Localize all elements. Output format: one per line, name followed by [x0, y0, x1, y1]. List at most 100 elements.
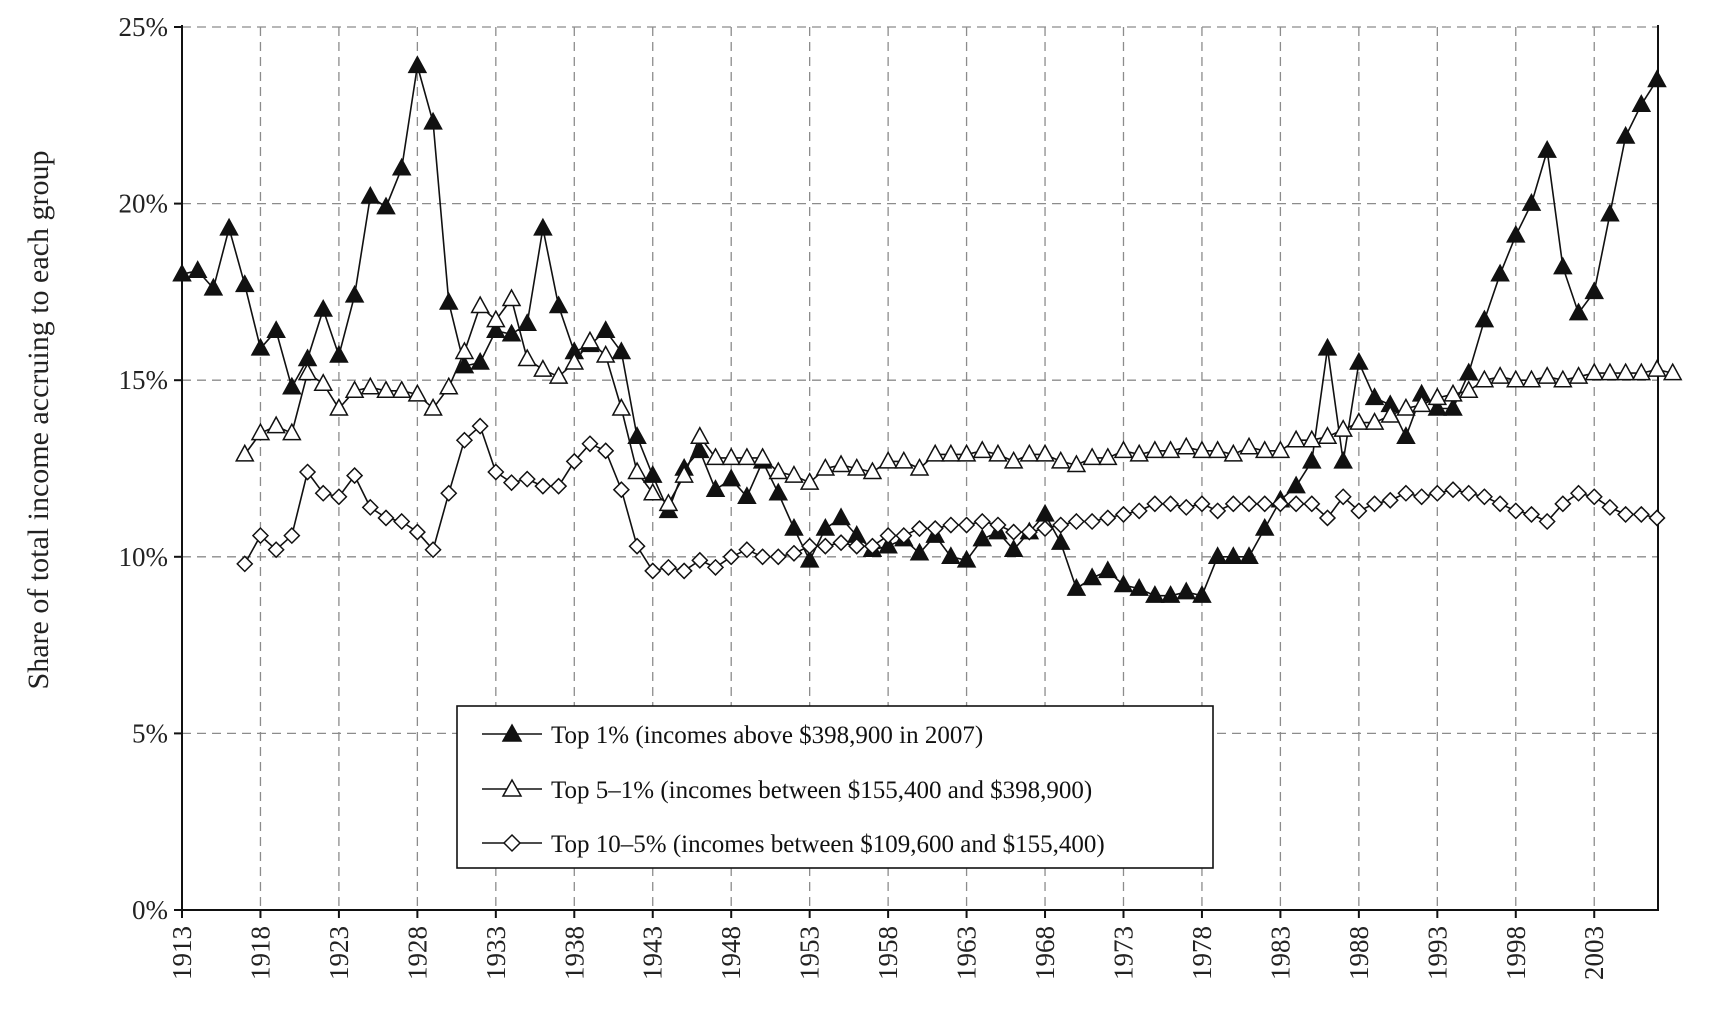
data-point-open-triangle: [423, 397, 443, 416]
data-point-open-triangle: [595, 344, 616, 363]
data-point-filled-triangle: [1160, 585, 1181, 603]
data-point-filled-triangle: [219, 217, 239, 236]
data-point-open-triangle: [1553, 369, 1573, 388]
data-point-open-triangle: [1035, 443, 1055, 462]
data-point-open-triangle: [1506, 369, 1526, 388]
data-point-filled-triangle: [1129, 578, 1149, 596]
data-point-open-diamond: [628, 537, 646, 555]
x-tick-label: 1993: [1422, 926, 1452, 980]
data-point-open-triangle: [909, 457, 930, 476]
data-point-open-triangle: [705, 447, 726, 466]
data-point-open-diamond: [1460, 484, 1478, 502]
data-point-filled-triangle: [1631, 94, 1652, 112]
data-point-filled-triangle: [1537, 140, 1557, 158]
data-point-filled-triangle: [1474, 309, 1495, 328]
data-point-filled-triangle: [1317, 337, 1338, 356]
data-point-open-triangle: [1129, 443, 1149, 462]
data-point-open-triangle: [721, 447, 741, 466]
data-point-filled-triangle: [768, 482, 789, 501]
data-point-filled-triangle: [1427, 397, 1448, 416]
data-point-filled-triangle: [721, 468, 741, 487]
data-point-open-triangle: [1019, 443, 1040, 462]
data-point-filled-triangle: [1207, 546, 1228, 565]
data-point-open-triangle: [894, 450, 914, 469]
data-point-open-diamond: [722, 548, 740, 566]
data-point-open-triangle: [533, 359, 553, 377]
data-point-open-diamond: [1209, 502, 1227, 520]
data-point-open-diamond: [1036, 519, 1054, 538]
data-point-open-diamond: [1617, 505, 1635, 523]
y-tick-label: 10%: [119, 542, 169, 572]
data-point-open-triangle: [1317, 426, 1338, 444]
data-point-filled-triangle: [1333, 450, 1353, 469]
data-point-open-diamond: [1601, 498, 1619, 516]
y-tick-label: 15%: [119, 365, 169, 395]
data-point-open-triangle: [846, 457, 867, 476]
data-point-filled-triangle: [1458, 362, 1479, 381]
y-tick-label: 5%: [132, 718, 168, 748]
data-point-open-triangle: [1082, 447, 1102, 466]
data-point-open-triangle: [297, 362, 318, 381]
data-point-open-diamond: [879, 527, 897, 545]
data-point-open-triangle: [391, 380, 412, 399]
x-tick-label: 1958: [873, 926, 903, 980]
data-point-open-triangle: [407, 383, 428, 402]
data-point-open-triangle: [282, 422, 302, 441]
data-point-open-diamond: [1193, 495, 1211, 513]
data-point-open-diamond: [1554, 495, 1572, 513]
data-point-filled-triangle: [1568, 302, 1589, 321]
data-point-open-triangle: [1207, 440, 1228, 459]
data-point-open-diamond: [251, 527, 270, 545]
legend: Top 1% (incomes above $398,900 in 2007) …: [456, 705, 1214, 869]
data-point-open-diamond: [1428, 484, 1446, 502]
data-point-filled-triangle: [1490, 263, 1510, 282]
data-point-open-triangle: [548, 366, 569, 384]
data-point-filled-triangle: [595, 320, 616, 339]
data-point-open-diamond: [236, 555, 254, 573]
data-point-open-triangle: [737, 447, 757, 466]
data-point-open-diamond: [1287, 495, 1305, 513]
x-tick-label: 1923: [324, 926, 354, 980]
data-point-filled-triangle: [1443, 397, 1463, 416]
data-point-open-diamond: [1146, 495, 1164, 513]
data-point-filled-triangle: [972, 528, 993, 547]
data-point-filled-triangle: [705, 479, 726, 497]
data-point-open-diamond: [408, 523, 426, 541]
data-point-filled-triangle: [642, 465, 663, 483]
data-point-open-diamond: [1083, 512, 1101, 531]
data-point-open-diamond: [926, 519, 944, 538]
data-point-filled-triangle: [1286, 475, 1306, 494]
x-tick-label: 1963: [952, 926, 982, 980]
data-point-open-triangle: [454, 341, 475, 360]
data-point-open-triangle: [1302, 429, 1322, 448]
data-point-open-diamond: [738, 541, 756, 559]
data-point-filled-triangle: [360, 185, 381, 204]
data-point-open-triangle: [878, 450, 898, 469]
data-point-open-diamond: [706, 558, 725, 576]
data-point-open-diamond: [1256, 495, 1274, 513]
data-point-open-triangle: [1145, 440, 1165, 459]
data-point-filled-triangle: [1050, 532, 1071, 550]
data-point-filled-triangle: [1192, 585, 1212, 603]
data-point-open-diamond: [863, 537, 881, 555]
data-point-open-diamond: [424, 541, 442, 559]
data-point-open-triangle: [690, 426, 710, 444]
data-point-open-triangle: [1192, 440, 1212, 459]
data-point-filled-triangle: [376, 196, 396, 215]
data-point-filled-triangle: [486, 320, 506, 339]
data-point-open-diamond: [314, 484, 332, 502]
data-point-open-diamond: [1067, 512, 1085, 531]
data-point-filled-triangle: [1647, 69, 1667, 88]
data-point-filled-triangle: [250, 337, 271, 356]
data-point-filled-triangle: [799, 549, 820, 568]
data-point-open-diamond: [1569, 484, 1588, 502]
data-point-open-diamond: [440, 484, 458, 502]
data-point-filled-triangle: [172, 263, 192, 282]
data-point-open-diamond: [989, 516, 1007, 534]
legend-entry-top-5-1: Top 5–1% (incomes between $155,400 and $…: [482, 777, 1092, 804]
data-point-open-triangle: [1615, 362, 1636, 381]
data-point-open-triangle: [580, 330, 600, 349]
data-point-open-diamond: [1114, 505, 1133, 523]
data-point-open-triangle: [1568, 366, 1589, 384]
legend-marker-open-diamond: [502, 833, 522, 853]
